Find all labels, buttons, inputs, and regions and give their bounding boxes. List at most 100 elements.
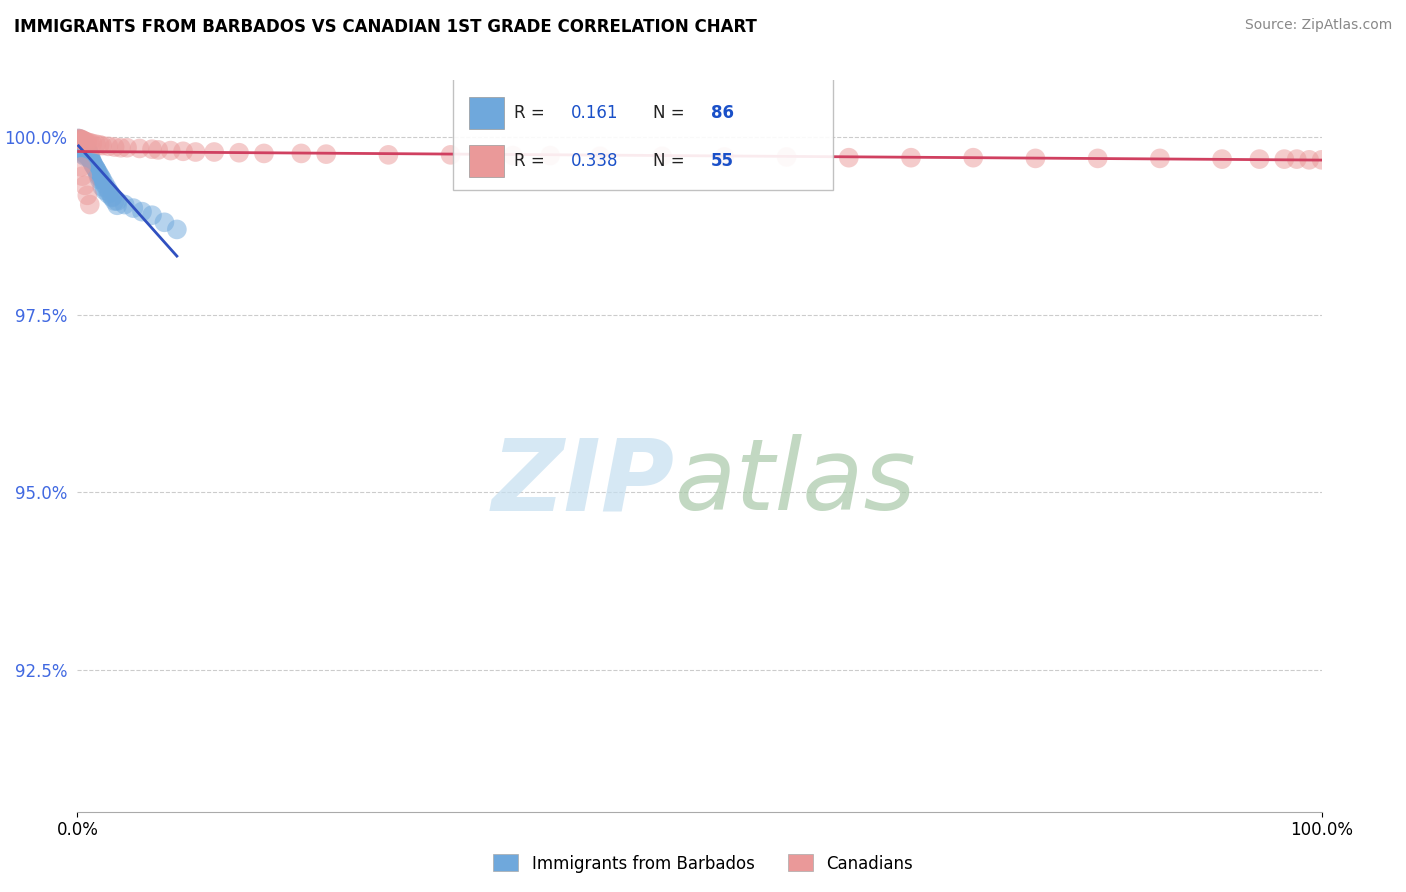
Point [76, 143, 98, 157]
Point [87, 166, 110, 180]
Point [538, 148, 561, 162]
Point [73, 138, 96, 153]
Point [79, 136, 101, 150]
Point [72, 139, 94, 153]
Point [87, 169, 110, 183]
Point [91, 172, 114, 186]
Point [253, 146, 276, 161]
Point [101, 190, 124, 204]
Point [70, 134, 93, 148]
Point [166, 222, 188, 236]
Point [73, 149, 96, 163]
Point [82, 136, 104, 151]
FancyBboxPatch shape [470, 145, 505, 177]
Point [80, 152, 103, 166]
Legend: Immigrants from Barbados, Canadians: Immigrants from Barbados, Canadians [486, 847, 920, 880]
Point [72, 133, 94, 147]
Point [73, 134, 96, 148]
Point [148, 143, 170, 157]
Point [89, 137, 111, 152]
Point [77, 147, 100, 161]
Text: R =: R = [515, 152, 550, 169]
Point [70, 136, 93, 151]
Point [104, 140, 127, 154]
Point [651, 149, 673, 163]
Point [1285, 152, 1308, 166]
Point [105, 198, 128, 212]
FancyBboxPatch shape [453, 77, 832, 190]
Point [67, 134, 90, 148]
Point [98, 186, 121, 200]
Point [72, 140, 94, 154]
Point [75, 145, 97, 159]
Point [1149, 152, 1171, 166]
Point [315, 147, 337, 161]
Point [72, 137, 94, 152]
Point [73, 147, 96, 161]
Point [83, 160, 105, 174]
Point [1087, 152, 1109, 166]
Point [69, 132, 91, 146]
Point [72, 136, 94, 150]
Point [73, 143, 96, 157]
Point [83, 159, 105, 173]
Point [72, 134, 94, 148]
Point [76, 147, 98, 161]
Point [228, 145, 250, 160]
Point [97, 139, 120, 153]
Point [69, 133, 91, 147]
Point [67, 136, 90, 150]
Text: Source: ZipAtlas.com: Source: ZipAtlas.com [1244, 18, 1392, 32]
Point [84, 137, 107, 152]
Text: atlas: atlas [675, 434, 917, 531]
Point [141, 142, 163, 156]
Point [91, 179, 114, 194]
Point [75, 135, 97, 149]
Point [89, 172, 111, 186]
Point [89, 169, 111, 183]
Point [290, 146, 312, 161]
Text: 0.338: 0.338 [571, 152, 619, 169]
Point [96, 181, 118, 195]
Point [72, 145, 94, 159]
Point [114, 197, 136, 211]
Text: R =: R = [515, 104, 550, 122]
Point [159, 144, 181, 158]
Point [70, 143, 93, 157]
Point [70, 138, 93, 153]
Point [76, 135, 98, 149]
Point [900, 151, 922, 165]
Point [79, 147, 101, 161]
Point [73, 145, 96, 159]
Point [70, 133, 93, 147]
Point [86, 164, 108, 178]
Point [80, 153, 103, 168]
Point [82, 155, 104, 169]
Point [72, 137, 94, 152]
Point [75, 145, 97, 159]
Point [91, 138, 114, 153]
Point [90, 170, 112, 185]
Point [69, 135, 91, 149]
Point [115, 141, 138, 155]
Text: N =: N = [654, 104, 690, 122]
Point [72, 142, 94, 156]
Point [77, 149, 100, 163]
Point [1211, 152, 1233, 166]
Point [67, 132, 90, 146]
Point [122, 201, 145, 215]
Point [70, 136, 93, 151]
Text: 0.161: 0.161 [571, 104, 619, 122]
Point [67, 131, 90, 145]
Point [93, 183, 115, 197]
Point [86, 165, 108, 179]
Point [101, 190, 124, 204]
Point [141, 208, 163, 222]
Text: 86: 86 [710, 104, 734, 122]
Point [128, 141, 150, 155]
Point [72, 138, 94, 153]
Point [110, 141, 132, 155]
Point [75, 143, 97, 157]
Point [76, 147, 98, 161]
Point [70, 132, 93, 146]
